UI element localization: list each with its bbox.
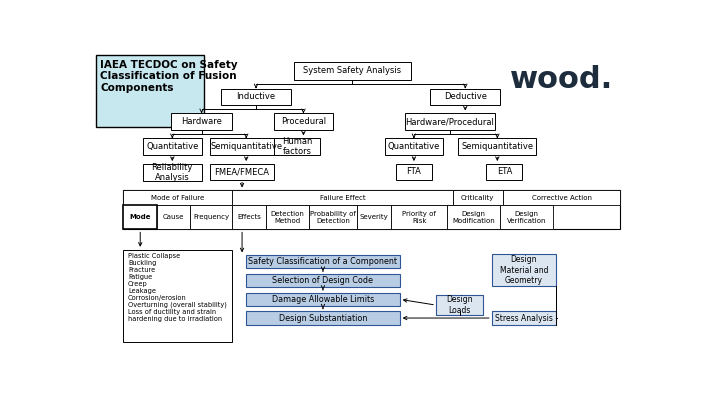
FancyBboxPatch shape — [246, 256, 400, 269]
FancyBboxPatch shape — [190, 205, 233, 230]
FancyBboxPatch shape — [96, 55, 204, 126]
FancyBboxPatch shape — [492, 311, 556, 324]
Text: Design Substantiation: Design Substantiation — [279, 313, 367, 322]
Text: Inductive: Inductive — [236, 92, 276, 101]
Text: Procedural: Procedural — [281, 117, 326, 126]
Text: Plastic Collapse
Buckling
Fracture
Fatigue
Creep
Leakage
Corrosion/erosion
Overt: Plastic Collapse Buckling Fracture Fatig… — [128, 253, 227, 322]
Text: Design
Verification: Design Verification — [507, 211, 546, 224]
FancyBboxPatch shape — [384, 139, 444, 155]
FancyBboxPatch shape — [503, 190, 620, 205]
FancyBboxPatch shape — [233, 205, 266, 230]
FancyBboxPatch shape — [274, 113, 333, 130]
FancyBboxPatch shape — [453, 190, 503, 205]
Text: Hardware: Hardware — [181, 117, 222, 126]
FancyBboxPatch shape — [431, 89, 500, 105]
FancyBboxPatch shape — [310, 205, 356, 230]
Text: Severity: Severity — [360, 214, 388, 220]
Text: Mode of Failure: Mode of Failure — [151, 195, 204, 201]
Text: Cause: Cause — [163, 214, 184, 220]
Text: ETA: ETA — [497, 167, 512, 176]
FancyBboxPatch shape — [436, 295, 483, 315]
FancyBboxPatch shape — [486, 164, 523, 179]
Text: Deductive: Deductive — [444, 92, 487, 101]
Text: Detection
Method: Detection Method — [271, 211, 305, 224]
FancyBboxPatch shape — [246, 293, 400, 306]
Text: Corrective Action: Corrective Action — [531, 195, 592, 201]
FancyBboxPatch shape — [124, 250, 233, 342]
Text: Mode: Mode — [130, 214, 151, 220]
FancyBboxPatch shape — [356, 205, 392, 230]
Text: Semiquantitative: Semiquantitative — [210, 142, 282, 151]
Text: Failure Effect: Failure Effect — [320, 195, 365, 201]
Text: wood.: wood. — [510, 65, 613, 94]
Text: Human
factors: Human factors — [282, 137, 312, 156]
Text: Quantitative: Quantitative — [146, 142, 199, 151]
Text: Probability of
Detection: Probability of Detection — [310, 211, 356, 224]
FancyBboxPatch shape — [124, 190, 620, 230]
Text: Design
Loads: Design Loads — [446, 295, 473, 315]
FancyBboxPatch shape — [210, 139, 282, 155]
Text: Semiquantitative: Semiquantitative — [462, 142, 534, 151]
FancyBboxPatch shape — [210, 164, 274, 179]
Text: Reliability
Analysis: Reliability Analysis — [152, 163, 193, 182]
FancyBboxPatch shape — [143, 139, 202, 155]
FancyBboxPatch shape — [124, 190, 233, 205]
Text: Quantitative: Quantitative — [388, 142, 440, 151]
Text: Effects: Effects — [237, 214, 261, 220]
Text: Priority of
Risk: Priority of Risk — [402, 211, 436, 224]
FancyBboxPatch shape — [143, 164, 202, 181]
Text: Selection of Design Code: Selection of Design Code — [272, 276, 374, 285]
Text: Damage Allowable Limits: Damage Allowable Limits — [272, 295, 374, 304]
Text: Design
Modification: Design Modification — [452, 211, 495, 224]
Text: FMEA/FMECA: FMEA/FMECA — [215, 167, 269, 176]
Text: Hardware/Procedural: Hardware/Procedural — [405, 117, 495, 126]
Text: Stress Analysis: Stress Analysis — [495, 313, 553, 322]
FancyBboxPatch shape — [266, 205, 310, 230]
Text: Frequency: Frequency — [193, 214, 230, 220]
Text: System Safety Analysis: System Safety Analysis — [303, 66, 401, 75]
Text: Safety Classification of a Component: Safety Classification of a Component — [248, 258, 397, 266]
FancyBboxPatch shape — [294, 62, 411, 80]
Text: Design
Material and
Geometry: Design Material and Geometry — [500, 255, 548, 285]
Text: FTA: FTA — [407, 167, 421, 176]
Text: IAEA TECDOC on Safety
Classification of Fusion
Components: IAEA TECDOC on Safety Classification of … — [100, 60, 238, 93]
FancyBboxPatch shape — [396, 164, 432, 179]
FancyBboxPatch shape — [221, 89, 291, 105]
FancyBboxPatch shape — [124, 205, 157, 230]
FancyBboxPatch shape — [246, 274, 400, 287]
FancyBboxPatch shape — [157, 205, 190, 230]
FancyBboxPatch shape — [500, 205, 553, 230]
FancyBboxPatch shape — [171, 113, 233, 130]
Text: Criticality: Criticality — [461, 195, 495, 201]
FancyBboxPatch shape — [447, 205, 500, 230]
FancyBboxPatch shape — [459, 139, 536, 155]
FancyBboxPatch shape — [392, 205, 447, 230]
FancyBboxPatch shape — [492, 254, 556, 286]
FancyBboxPatch shape — [246, 311, 400, 324]
FancyBboxPatch shape — [274, 139, 320, 155]
FancyBboxPatch shape — [233, 190, 453, 205]
FancyBboxPatch shape — [405, 113, 495, 130]
